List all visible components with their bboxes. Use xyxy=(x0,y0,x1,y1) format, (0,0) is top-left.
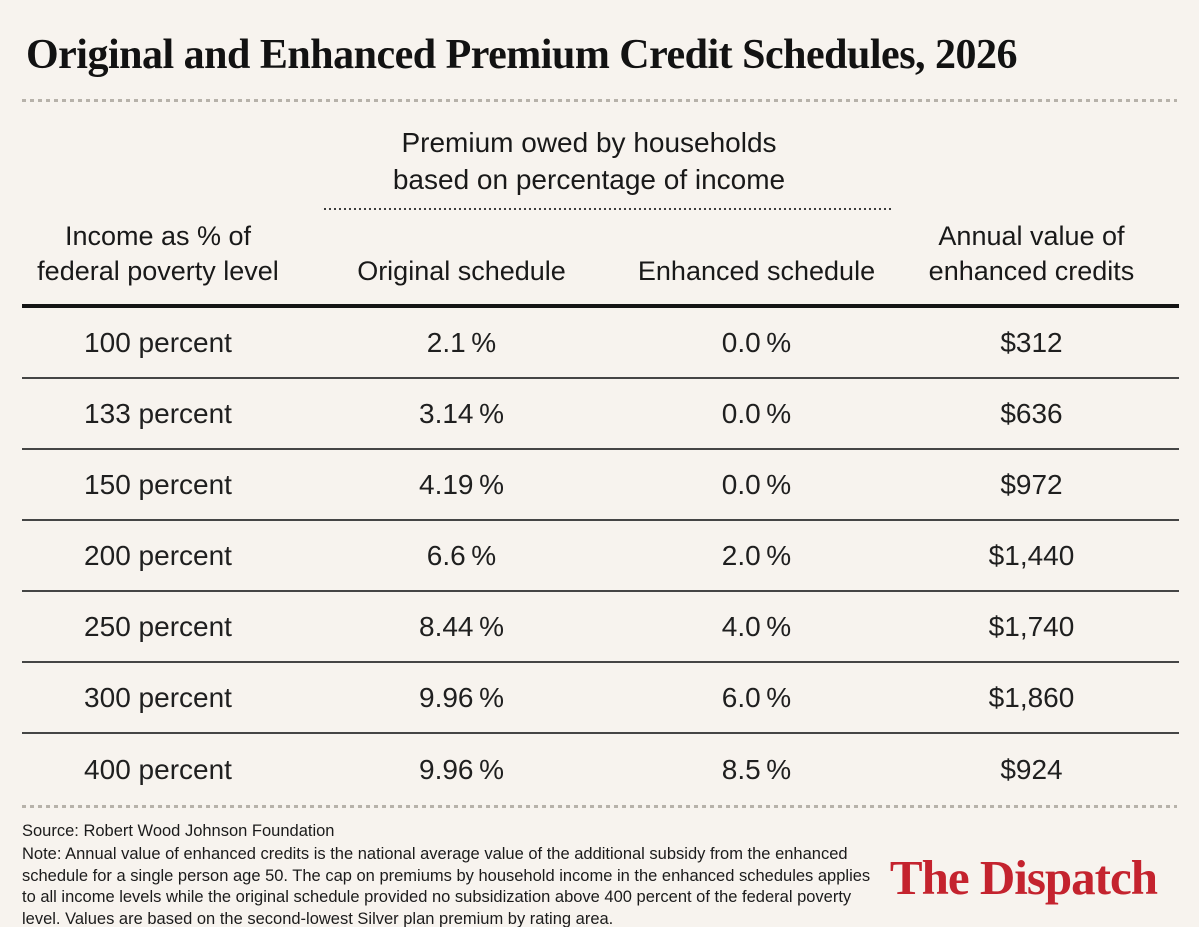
column-group-header: Premium owed by households based on perc… xyxy=(294,102,892,211)
cell-enhanced: 0.0 % xyxy=(721,397,792,429)
chart-title: Original and Enhanced Premium Credit Sch… xyxy=(26,32,1018,78)
cell-income: 100 percent xyxy=(84,326,232,358)
cell-income: 133 percent xyxy=(84,397,232,429)
cell-original: 8.44 % xyxy=(419,610,504,642)
cell-annual-value: $1,440 xyxy=(988,539,1075,571)
cell-original: 4.19 % xyxy=(419,468,504,500)
cell-income: 250 percent xyxy=(84,610,232,642)
column-group-divider xyxy=(324,208,892,211)
table-body: 100 percent 2.1 % 0.0 % $312 133 percent… xyxy=(22,308,1179,805)
column-group-label: Premium owed by households based on perc… xyxy=(392,127,786,196)
cell-annual-value: $972 xyxy=(1000,468,1063,500)
cell-original: 3.14 % xyxy=(419,397,504,429)
footnotes: Source: Robert Wood Johnson Foundation N… xyxy=(22,821,874,927)
table-row: 400 percent 9.96 % 8.5 % $924 xyxy=(22,734,1179,805)
table-row: 300 percent 9.96 % 6.0 % $1,860 xyxy=(22,663,1179,735)
table-row: 133 percent 3.14 % 0.0 % $636 xyxy=(22,379,1179,451)
cell-income: 300 percent xyxy=(84,681,232,713)
source-note: Source: Robert Wood Johnson Foundation xyxy=(22,822,335,841)
cell-enhanced: 0.0 % xyxy=(721,468,792,500)
divider-bottom xyxy=(22,805,1177,809)
cell-enhanced: 0.0 % xyxy=(721,326,792,358)
methodology-note: Note: Annual value of enhanced credits i… xyxy=(22,845,871,927)
cell-annual-value: $636 xyxy=(1000,397,1063,429)
cell-enhanced: 4.0 % xyxy=(721,610,792,642)
cell-original: 6.6 % xyxy=(426,539,497,571)
column-header-annual-value: Annual value of enhanced credits xyxy=(928,221,1135,287)
cell-enhanced: 8.5 % xyxy=(721,753,792,785)
cell-income: 150 percent xyxy=(84,468,232,500)
footer: Source: Robert Wood Johnson Foundation N… xyxy=(22,821,1177,927)
cell-annual-value: $312 xyxy=(1000,326,1063,358)
cell-income: 400 percent xyxy=(84,753,232,785)
cell-original: 9.96 % xyxy=(419,681,504,713)
column-header-enhanced-schedule: Enhanced schedule xyxy=(637,256,876,287)
cell-annual-value: $1,740 xyxy=(988,610,1075,642)
dispatch-logo: The Dispatch xyxy=(889,850,1158,906)
table-row: 100 percent 2.1 % 0.0 % $312 xyxy=(22,308,1179,380)
column-header-original-schedule: Original schedule xyxy=(357,256,566,287)
cell-original: 2.1 % xyxy=(426,326,497,358)
table-row: 150 percent 4.19 % 0.0 % $972 xyxy=(22,450,1179,522)
table-header: Premium owed by households based on perc… xyxy=(22,102,1179,309)
table-row: 200 percent 6.6 % 2.0 % $1,440 xyxy=(22,521,1179,593)
cell-enhanced: 2.0 % xyxy=(721,539,792,571)
cell-annual-value: $924 xyxy=(1000,753,1063,785)
column-header-income-fpl: Income as % of federal poverty level xyxy=(37,221,279,287)
cell-income: 200 percent xyxy=(84,539,232,571)
divider-top xyxy=(22,99,1177,103)
cell-original: 9.96 % xyxy=(419,753,504,785)
table-row: 250 percent 8.44 % 4.0 % $1,740 xyxy=(22,592,1179,664)
cell-enhanced: 6.0 % xyxy=(721,681,792,713)
cell-annual-value: $1,860 xyxy=(988,681,1075,713)
